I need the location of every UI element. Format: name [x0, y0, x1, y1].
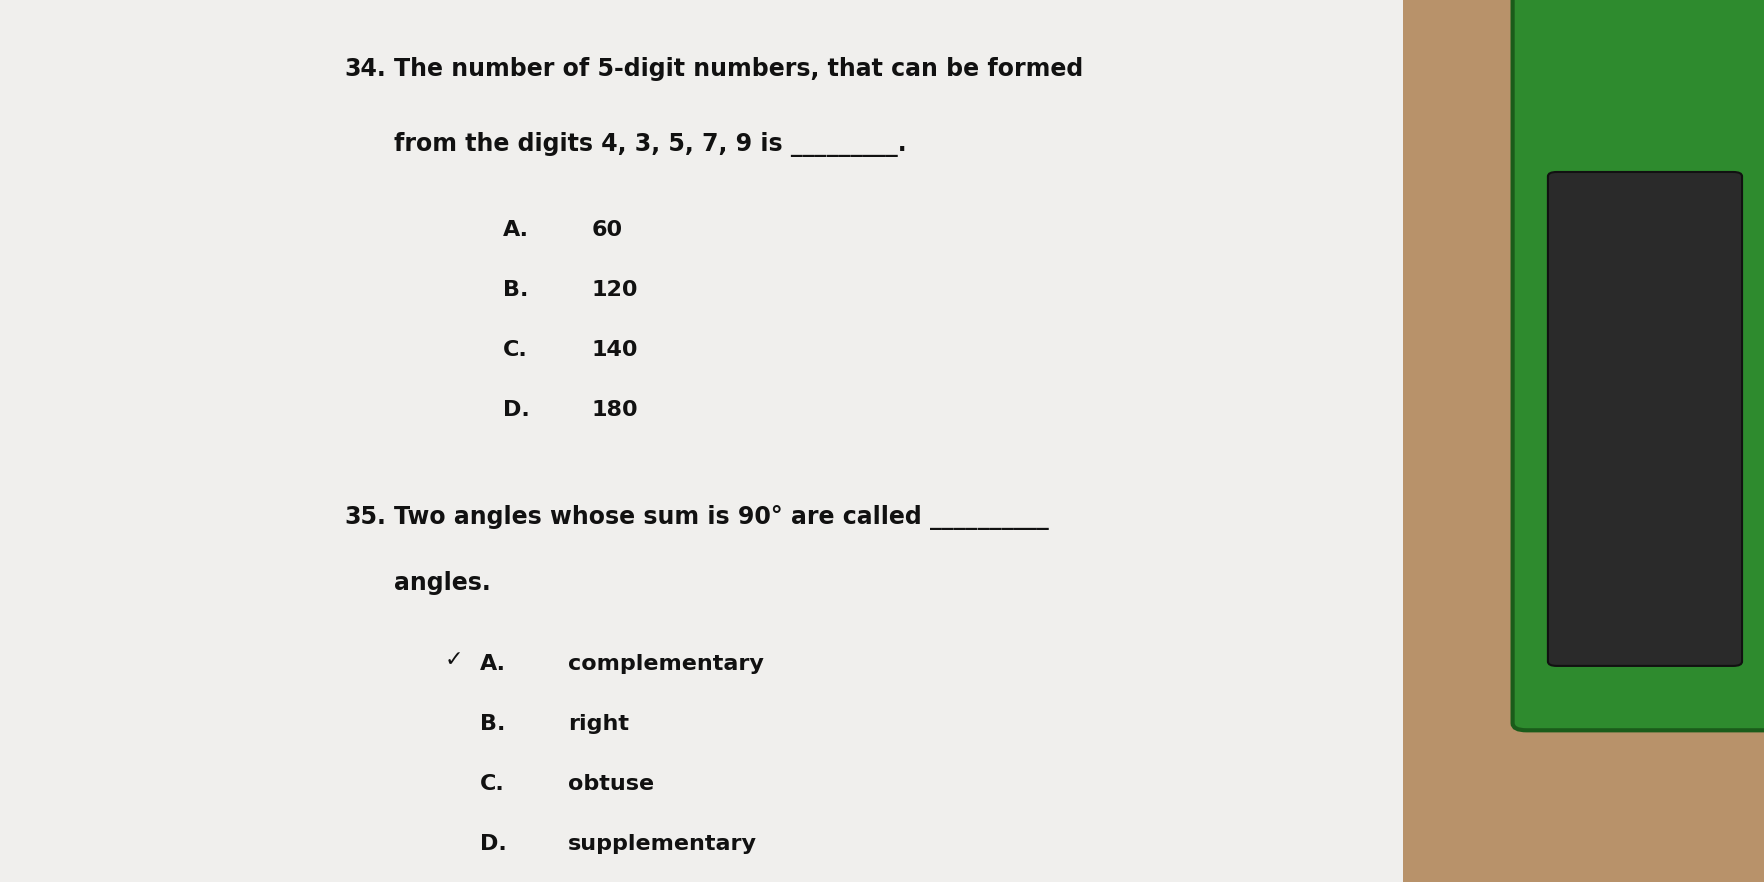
Text: from the digits 4, 3, 5, 7, 9 is _________.: from the digits 4, 3, 5, 7, 9 is _______… [393, 132, 905, 157]
Text: Two angles whose sum is 90° are called __________: Two angles whose sum is 90° are called _… [393, 505, 1048, 529]
Text: 35.: 35. [344, 505, 386, 528]
Text: 34.: 34. [344, 57, 386, 81]
Text: supplementary: supplementary [568, 834, 757, 855]
Text: ✓: ✓ [445, 650, 464, 670]
Text: 140: 140 [591, 340, 637, 361]
Text: right: right [568, 714, 630, 735]
Text: The number of 5-digit numbers, that can be formed: The number of 5-digit numbers, that can … [393, 57, 1083, 81]
Text: obtuse: obtuse [568, 774, 654, 795]
Text: B.: B. [480, 714, 505, 735]
Text: 180: 180 [591, 400, 637, 421]
FancyBboxPatch shape [1512, 0, 1764, 730]
FancyBboxPatch shape [0, 0, 1402, 882]
Text: D.: D. [480, 834, 506, 855]
Text: 120: 120 [591, 280, 637, 301]
Text: A.: A. [480, 654, 506, 675]
Text: C.: C. [503, 340, 527, 361]
Text: D.: D. [503, 400, 529, 421]
Text: complementary: complementary [568, 654, 764, 675]
Text: C.: C. [480, 774, 505, 795]
Text: 60: 60 [591, 220, 623, 241]
Text: A.: A. [503, 220, 529, 241]
Text: B.: B. [503, 280, 527, 301]
FancyBboxPatch shape [1547, 172, 1741, 666]
Text: angles.: angles. [393, 571, 490, 594]
